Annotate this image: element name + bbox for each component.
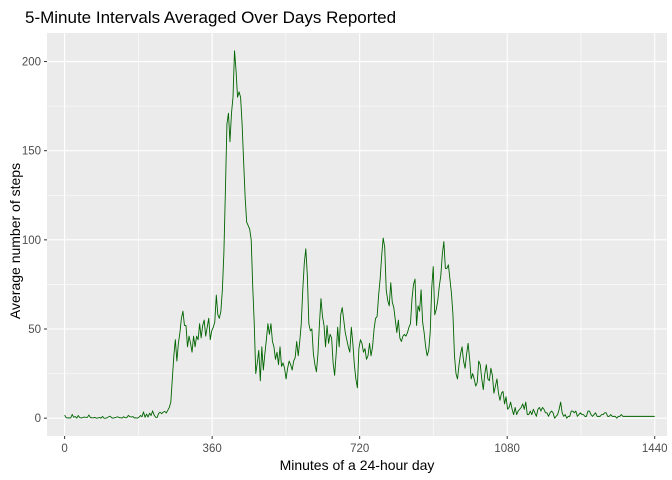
x-axis-title: Minutes of a 24-hour day xyxy=(280,457,435,473)
x-tick-label: 1080 xyxy=(494,443,520,455)
x-tick-label: 1440 xyxy=(642,443,668,455)
y-tick-label: 0 xyxy=(35,413,41,425)
y-tick-label: 200 xyxy=(22,57,41,69)
major-gridlines xyxy=(47,33,667,436)
y-tick-label: 100 xyxy=(22,235,41,247)
x-tick-label: 360 xyxy=(203,443,222,455)
x-axis: 0 360 720 1080 1440 xyxy=(61,436,668,455)
steps-series-line xyxy=(64,50,655,419)
plot-panel xyxy=(47,33,667,436)
y-tick-label: 150 xyxy=(22,146,41,158)
y-axis-title: Average number of steps xyxy=(7,163,23,319)
x-tick-label: 720 xyxy=(350,443,369,455)
chart-title: 5-Minute Intervals Averaged Over Days Re… xyxy=(25,8,396,27)
x-tick-label: 0 xyxy=(61,443,67,455)
series-layer xyxy=(64,50,655,419)
y-tick-label: 50 xyxy=(28,324,41,336)
minor-gridlines xyxy=(47,33,667,436)
y-axis: 0 50 100 150 200 xyxy=(22,57,47,425)
